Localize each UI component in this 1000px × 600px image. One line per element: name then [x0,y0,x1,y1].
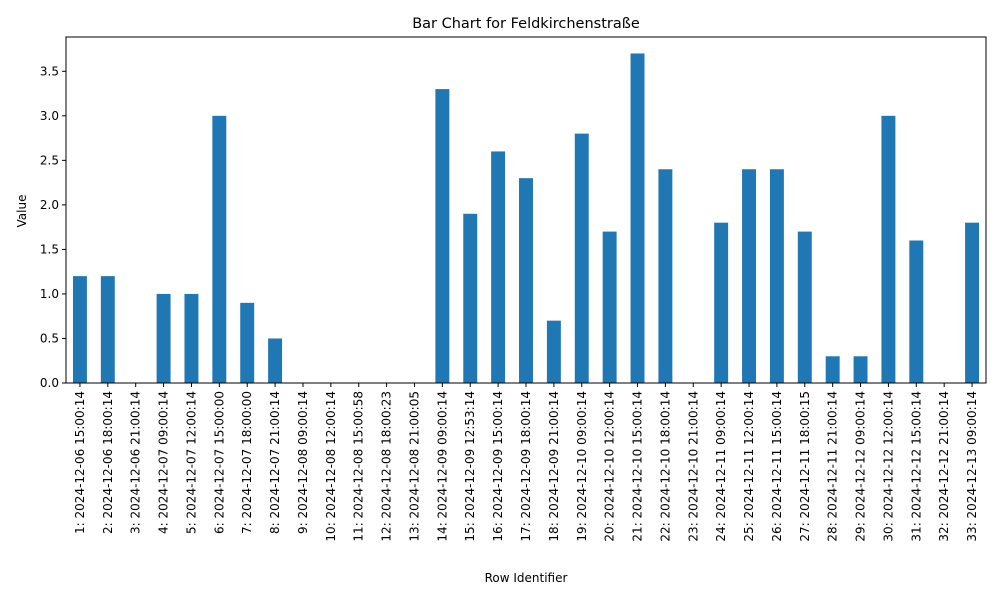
bar-1 [72,276,87,383]
chart-title: Bar Chart for Feldkirchenstraße [412,16,640,32]
x-tick-label: 20: 2024-12-10 12:00:14 [603,391,617,542]
plot-frame [65,36,987,384]
x-tick-label: 28: 2024-12-11 21:00:14 [826,391,840,542]
x-tick-label: 29: 2024-12-12 09:00:14 [854,391,868,542]
x-tick-label: 12: 2024-12-08 18:00:23 [380,391,394,542]
x-tick-label: 25: 2024-12-11 12:00:14 [742,391,756,542]
x-tick-label: 1: 2024-12-06 15:00:14 [73,391,87,534]
bar-15 [463,213,478,383]
bar-17 [519,178,533,383]
x-tick-label: 11: 2024-12-08 15:00:58 [352,391,366,542]
y-axis: 0.0 0.5 1.0 1.5 2.0 2.5 3.0 3.5 [40,64,66,390]
x-tick-label: 24: 2024-12-11 09:00:14 [714,391,728,542]
bar-2 [100,276,115,383]
x-tick-label: 13: 2024-12-08 21:00:05 [407,391,421,542]
bar-8 [268,338,283,383]
bar-29 [853,356,868,383]
bar-25 [742,169,756,383]
x-tick-label: 14: 2024-12-09 09:00:14 [435,391,449,542]
bar-20 [602,231,617,383]
x-tick-label: 7: 2024-12-07 18:00:00 [240,391,254,534]
bar-4 [156,293,171,383]
x-tick-label: 32: 2024-12-12 21:00:14 [937,391,951,542]
x-tick-label: 21: 2024-12-10 15:00:14 [631,391,645,542]
x-tick-label: 30: 2024-12-12 12:00:14 [881,391,895,542]
bar-16 [491,151,506,383]
x-tick-label: 8: 2024-12-07 21:00:14 [268,391,282,534]
x-tick-label: 18: 2024-12-09 21:00:14 [547,391,561,542]
y-tick-label: 2.0 [40,198,59,212]
bar-7 [240,302,255,383]
y-tick-label: 2.5 [40,153,59,167]
bar-24 [714,222,729,383]
bar-18 [546,320,561,383]
y-tick-label: 1.5 [40,242,59,256]
x-tick-label: 26: 2024-12-11 15:00:14 [770,391,784,542]
bar-5 [184,293,199,383]
x-axis-title: Row Identifier [485,571,568,585]
bar-6 [212,115,227,383]
x-tick-label: 6: 2024-12-07 15:00:00 [212,391,226,534]
bar-27 [797,231,812,383]
x-tick-label: 17: 2024-12-09 18:00:14 [519,391,533,542]
bar-30 [881,115,896,383]
bar-22 [658,169,673,383]
x-tick-label: 9: 2024-12-08 09:00:14 [296,391,310,534]
x-tick-label: 19: 2024-12-10 09:00:14 [575,391,589,542]
bar-26 [769,169,784,383]
x-tick-label: 15: 2024-12-09 12:53:14 [463,391,477,542]
bars-group [72,53,980,383]
x-tick-label: 16: 2024-12-09 15:00:14 [491,391,505,542]
bar-14 [435,89,450,383]
bar-21 [630,53,645,383]
x-tick-label: 27: 2024-12-11 18:00:15 [798,391,812,542]
x-tick-label: 22: 2024-12-10 18:00:14 [658,391,672,542]
x-tick-label: 23: 2024-12-10 21:00:14 [686,391,700,542]
x-tick-label: 5: 2024-12-07 12:00:14 [184,391,198,534]
x-tick-label: 4: 2024-12-07 09:00:14 [157,391,171,534]
y-tick-label: 3.5 [40,64,59,78]
x-tick-label: 3: 2024-12-06 21:00:14 [129,391,143,534]
y-tick-label: 0.5 [40,331,59,345]
x-tick-label: 2: 2024-12-06 18:00:14 [101,391,115,534]
bar-19 [574,133,589,383]
x-axis: 1: 2024-12-06 15:00:14 2: 2024-12-06 18:0… [73,383,979,542]
y-tick-label: 3.0 [40,109,59,123]
y-tick-label: 1.0 [40,287,59,301]
bar-33 [965,222,980,383]
y-axis-title: Value [15,195,29,228]
bar-31 [909,240,924,383]
x-tick-label: 33: 2024-12-13 09:00:14 [965,391,979,542]
y-tick-label: 0.0 [40,376,59,390]
x-tick-label: 10: 2024-12-08 12:00:14 [324,391,338,542]
bar-28 [825,356,840,383]
x-tick-label: 31: 2024-12-12 15:00:14 [909,391,923,542]
